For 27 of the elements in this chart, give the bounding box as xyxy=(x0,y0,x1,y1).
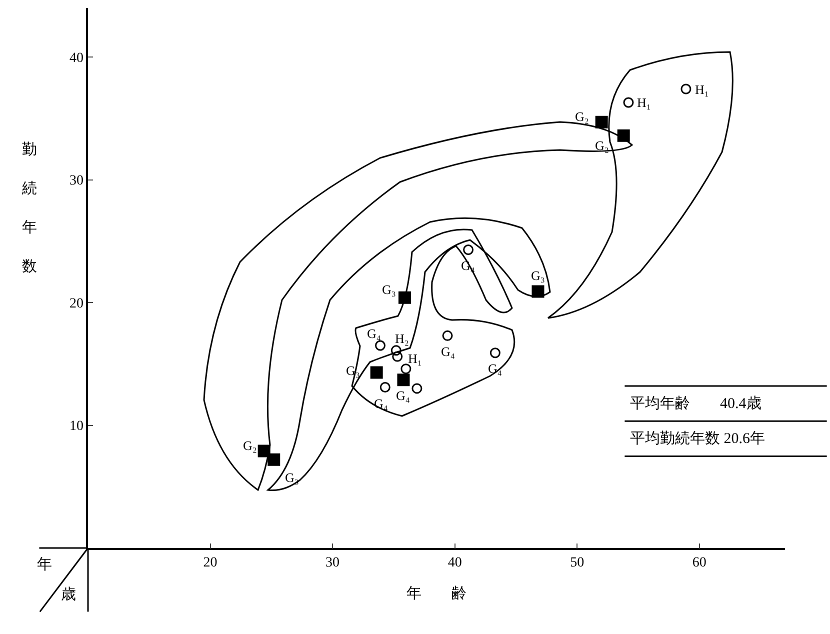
annotation: H₁ xyxy=(637,95,651,110)
x-tick-label: 50 xyxy=(570,556,584,571)
text: 勤続年数 xyxy=(22,142,37,275)
annotation: G₂ xyxy=(243,438,257,453)
x-tick-label: 30 xyxy=(326,556,340,571)
annotation: G₄ xyxy=(396,388,410,403)
x-tick-label: 40 xyxy=(448,556,462,571)
annotation: G₄ xyxy=(441,344,456,359)
x-tick-label: 20 xyxy=(203,556,218,571)
y-tick-label: 40 xyxy=(69,50,84,66)
annotation: G₂ xyxy=(595,138,609,153)
annotation: G₃ xyxy=(531,268,545,283)
text: 歳 xyxy=(61,586,76,603)
annotation: H₁ xyxy=(695,82,709,97)
annotation: 平均勤続年数 20.6年 xyxy=(630,430,765,447)
y-tick-label: 20 xyxy=(69,296,84,312)
y-tick-label: 10 xyxy=(69,419,84,434)
y-tick-label: 30 xyxy=(69,174,84,189)
annotation: H₂ xyxy=(395,331,409,346)
annotation: 平均年齢 40.4歳 xyxy=(630,395,762,412)
annotation: G₃ xyxy=(382,282,396,297)
annotation: G₂ xyxy=(575,109,589,124)
text: 年 xyxy=(37,556,52,573)
annotation: H₁ xyxy=(408,351,422,366)
x-axis-title: 年 齢 xyxy=(406,585,466,602)
x-tick-label: 60 xyxy=(692,556,706,571)
annotation: G₄ xyxy=(367,326,382,341)
